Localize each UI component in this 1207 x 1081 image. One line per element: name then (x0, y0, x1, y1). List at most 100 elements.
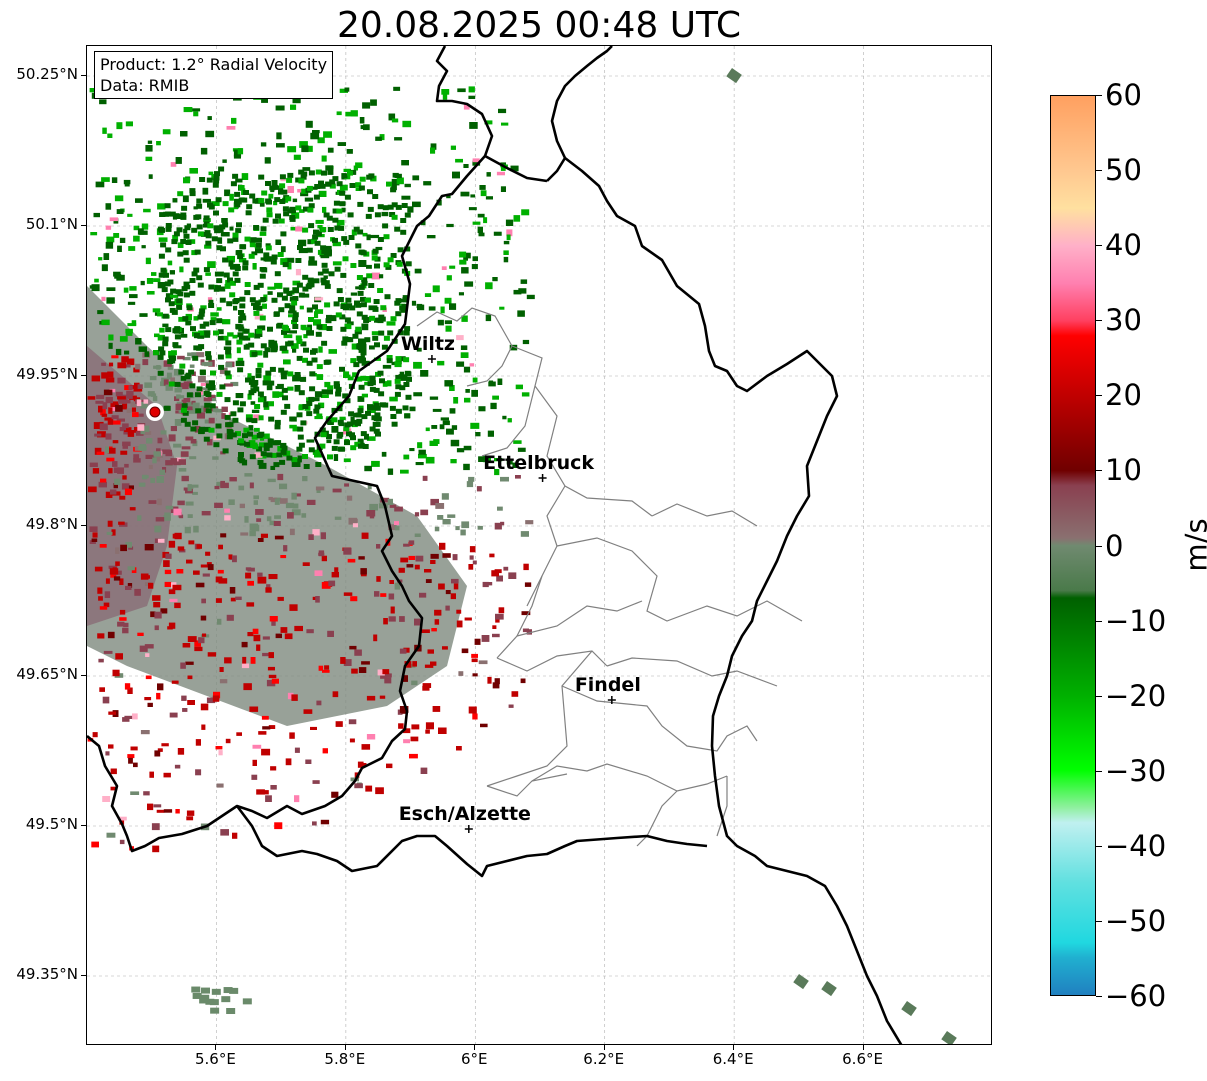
echo-cell (357, 438, 364, 444)
echo-cell (286, 291, 293, 296)
echo-cell (432, 706, 441, 712)
echo-cell (148, 500, 157, 504)
echo-cell (253, 305, 259, 311)
echo-cell (160, 267, 167, 273)
echo-cell (285, 502, 294, 509)
echo-cell (265, 181, 271, 186)
echo-cell (339, 314, 346, 320)
echo-cell (413, 392, 423, 397)
colorbar-tick (1096, 845, 1102, 847)
echo-cell (182, 357, 191, 361)
latitude-tick (81, 675, 86, 676)
echo-cell (509, 344, 518, 351)
echo-cell (100, 408, 106, 416)
echo-cell (186, 305, 193, 311)
echo-cell (278, 367, 285, 373)
echo-cell (226, 301, 233, 307)
echo-cell (300, 341, 307, 347)
echo-cell (358, 260, 367, 267)
echo-cell (377, 669, 387, 676)
echo-cell (177, 387, 183, 391)
echo-cell (292, 374, 301, 382)
lux-germany-border (546, 156, 903, 1044)
echo-cell (401, 160, 409, 166)
echo-cell (105, 578, 110, 584)
echo-cell (321, 262, 328, 268)
echo-cell (311, 357, 318, 363)
echo-cell (340, 304, 347, 309)
echo-cell (446, 223, 454, 228)
echo-cell (204, 361, 213, 367)
echo-cell (459, 259, 467, 265)
echo-cell (312, 449, 320, 455)
echo-cell (271, 620, 276, 626)
echo-cell (235, 228, 242, 234)
echo-cell (180, 451, 189, 457)
echo-cell (271, 180, 278, 185)
echo-cell (329, 183, 336, 189)
radar-map[interactable]: Wiltz Ettelbruck Findel Esch/Alzette (86, 45, 992, 1045)
echo-cell (372, 248, 379, 254)
echo-cell (134, 588, 141, 596)
echo-cell (377, 237, 384, 242)
echo-cell (479, 185, 486, 190)
echo-cell (161, 287, 168, 293)
echo-cell (105, 396, 113, 404)
echo-cell (297, 189, 305, 193)
echo-cell (234, 266, 241, 271)
echo-cell (188, 540, 195, 545)
echo-cell (162, 129, 171, 135)
echo-cell (344, 323, 352, 330)
echo-cell (170, 350, 177, 356)
echo-cell (430, 553, 439, 559)
echo-cell (159, 327, 165, 333)
echo-cell (357, 761, 364, 768)
echo-cell (444, 380, 454, 387)
echo-cell (163, 211, 170, 217)
echo-cell (124, 350, 130, 355)
echo-cell (314, 309, 324, 314)
echo-cell (233, 305, 238, 311)
echo-cell (362, 102, 371, 109)
echo-cell (265, 587, 272, 593)
echo-cell (242, 265, 249, 271)
echo-cell (314, 453, 323, 458)
echo-cell (237, 457, 244, 462)
echo-cell (225, 362, 233, 368)
echo-cell (450, 593, 456, 600)
echo-cell (338, 225, 345, 231)
echo-cell (200, 703, 209, 711)
echo-cell (255, 373, 262, 379)
echo-cell (233, 154, 241, 159)
echo-cell (198, 637, 205, 644)
echo-cell (333, 454, 339, 461)
echo-cell (194, 640, 201, 647)
echo-cell (355, 286, 360, 290)
echo-cell (241, 641, 248, 648)
echo-cell (382, 669, 390, 675)
echo-cell (345, 337, 352, 342)
echo-cell (145, 653, 150, 657)
echo-cell (366, 734, 376, 740)
echo-cell (357, 408, 364, 414)
echo-cell (241, 173, 249, 180)
echo-cell (213, 691, 221, 699)
echo-cell (229, 292, 236, 298)
echo-cell (186, 816, 194, 821)
echo-cell (234, 277, 241, 283)
echo-cell (176, 394, 181, 399)
echo-cell (323, 275, 328, 279)
echo-cell (153, 278, 161, 282)
echo-cell (518, 288, 527, 294)
echo-cell (369, 503, 378, 511)
echo-cell (309, 371, 316, 377)
echo-cell (189, 456, 197, 460)
echo-cell (335, 312, 342, 318)
echo-cell (315, 462, 322, 467)
echo-cell (374, 263, 380, 269)
echo-cell (240, 532, 249, 536)
echo-cell (296, 339, 303, 344)
echo-cell (446, 428, 454, 435)
echo-cell (370, 175, 377, 182)
echo-cell (122, 441, 131, 447)
